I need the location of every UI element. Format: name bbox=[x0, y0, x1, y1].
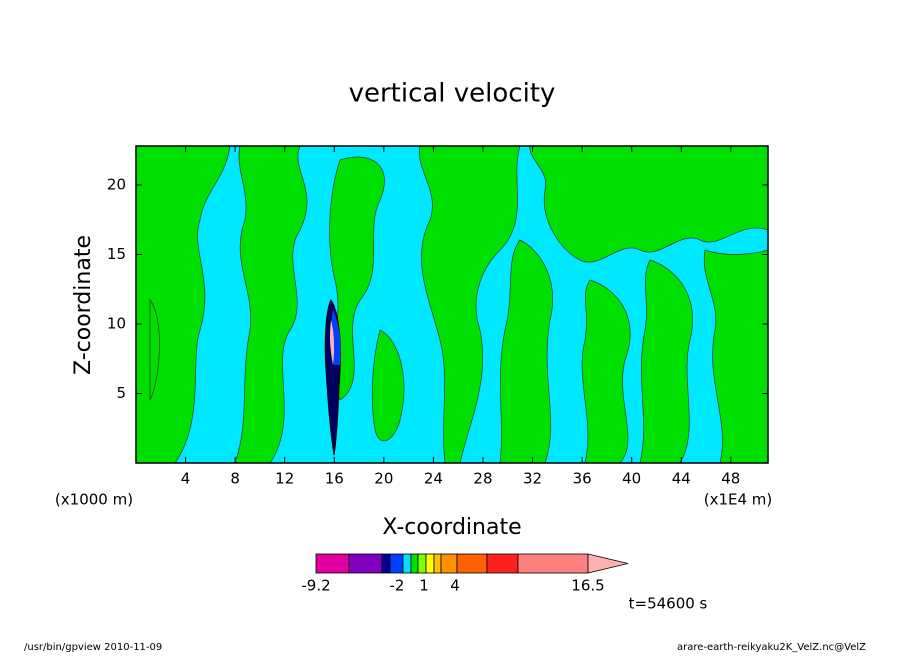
footer-left: /usr/bin/gpview 2010-11-09 bbox=[24, 642, 162, 653]
y-tick-label: 5 bbox=[116, 384, 126, 402]
x-tick-label: 8 bbox=[230, 470, 240, 488]
updraft-core bbox=[324, 299, 341, 456]
colorbar-extension bbox=[587, 553, 629, 574]
colorbar-segment bbox=[456, 553, 488, 574]
colorbar-label: 16.5 bbox=[571, 577, 604, 595]
colorbar-segment bbox=[440, 553, 458, 574]
colorbar-label: 4 bbox=[450, 577, 460, 595]
x-tick-label: 36 bbox=[573, 470, 592, 488]
colorbar-segment bbox=[517, 553, 589, 574]
colorbar-segment bbox=[348, 553, 383, 574]
footer-right: arare-earth-reikyaku2K_VelZ.nc@VelZ bbox=[677, 642, 866, 653]
colorbar-segment bbox=[410, 553, 419, 574]
x-tick-label: 28 bbox=[473, 470, 492, 488]
colorbar-label: -2 bbox=[390, 577, 405, 595]
y-axis-label: Z-coordinate bbox=[71, 235, 96, 375]
x-tick-label: 44 bbox=[672, 470, 691, 488]
x-tick-label: 48 bbox=[721, 470, 740, 488]
x-unit-label: (x1000 m) bbox=[55, 491, 133, 509]
x-unit2-label: (x1E4 m) bbox=[704, 491, 773, 509]
colorbar-label: -9.2 bbox=[301, 577, 330, 595]
colorbar-segment bbox=[417, 553, 427, 574]
colorbar-segment bbox=[389, 553, 404, 574]
y-tick-label: 15 bbox=[107, 245, 126, 263]
contour-field bbox=[135, 145, 769, 464]
colorbar-label: 1 bbox=[419, 577, 429, 595]
x-axis-label: X-coordinate bbox=[382, 515, 521, 540]
x-tick-label: 40 bbox=[622, 470, 641, 488]
plot-frame bbox=[135, 145, 769, 464]
time-label: t=54600 s bbox=[629, 595, 708, 613]
colorbar-segment bbox=[486, 553, 519, 574]
x-tick-label: 12 bbox=[275, 470, 294, 488]
x-tick-label: 4 bbox=[181, 470, 191, 488]
colorbar-segment bbox=[381, 553, 391, 574]
y-tick-label: 10 bbox=[107, 314, 126, 332]
colorbar-segment bbox=[433, 553, 442, 574]
x-tick-label: 32 bbox=[523, 470, 542, 488]
colorbar-segment bbox=[402, 553, 412, 574]
colorbar-segment bbox=[315, 553, 350, 574]
x-tick-label: 24 bbox=[424, 470, 443, 488]
y-tick-label: 20 bbox=[107, 175, 126, 193]
colorbar-segment bbox=[425, 553, 435, 574]
x-tick-label: 16 bbox=[325, 470, 344, 488]
x-tick-label: 20 bbox=[374, 470, 393, 488]
chart-title: vertical velocity bbox=[349, 79, 556, 109]
